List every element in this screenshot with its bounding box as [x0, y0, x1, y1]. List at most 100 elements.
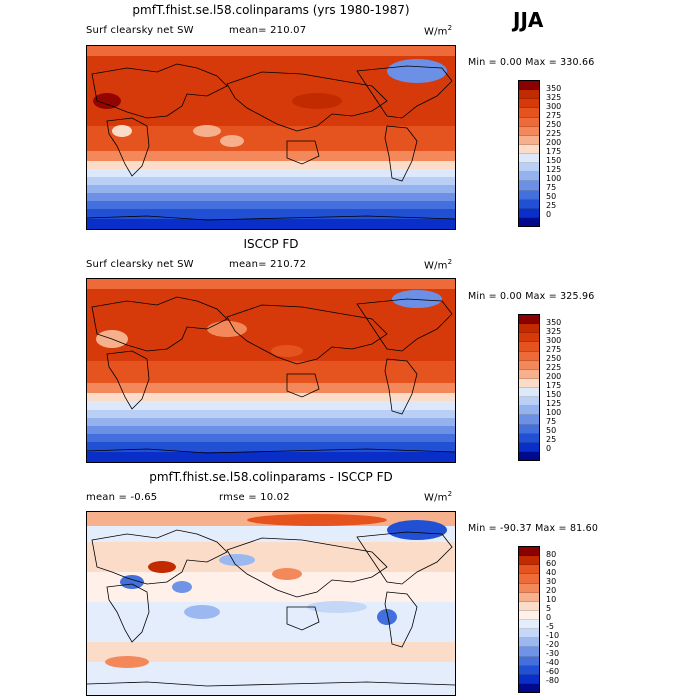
colorbar-swatch [519, 397, 539, 407]
colorbar-tick-label: 150 [546, 156, 562, 165]
colorbar-swatch [519, 415, 539, 425]
colorbar-tick-label: -30 [546, 649, 560, 658]
panel-2-map [86, 278, 456, 463]
colorbar-swatch [519, 583, 539, 593]
colorbar-tick-label: 175 [546, 381, 562, 390]
colorbar-tick-label: 0 [546, 210, 552, 219]
colorbar-tick-label: 250 [546, 354, 562, 363]
colorbar-swatch [519, 451, 539, 460]
panel-2-colorbar [518, 314, 540, 461]
colorbar-tick-label: 0 [546, 444, 552, 453]
panel-1-colorbar-labels: 350 325 300 275 250 225 200 175 150 125 … [546, 80, 586, 225]
colorbar-swatch [519, 369, 539, 379]
colorbar-tick-label: -5 [546, 622, 554, 631]
colorbar-tick-label: 0 [546, 613, 552, 622]
colorbar-swatch [519, 424, 539, 434]
colorbar-tick-label: 350 [546, 84, 562, 93]
panel-2-field-label: Surf clearsky net SW [86, 259, 194, 270]
colorbar-swatch [519, 601, 539, 611]
colorbar-swatch [519, 81, 539, 91]
panel-3-map-field [87, 512, 455, 695]
colorbar-swatch [519, 360, 539, 370]
colorbar-swatch [519, 656, 539, 666]
colorbar-swatch [519, 90, 539, 100]
colorbar-tick-label: 25 [546, 201, 557, 210]
colorbar-swatch [519, 683, 539, 692]
colorbar-swatch [519, 217, 539, 226]
colorbar-tick-label: 200 [546, 372, 562, 381]
panel-3-title: pmfT.fhist.se.l58.colinparams - ISCCP FD [149, 470, 393, 484]
panel-1-title: pmfT.fhist.se.l58.colinparams (yrs 1980-… [132, 3, 410, 17]
colorbar-swatch [519, 433, 539, 443]
colorbar-swatch [519, 406, 539, 416]
colorbar-swatch [519, 378, 539, 388]
colorbar-tick-label: 30 [546, 577, 557, 586]
colorbar-tick-label: 50 [546, 426, 557, 435]
colorbar-tick-label: -20 [546, 640, 560, 649]
panel-3-mean: mean = -0.65 [86, 492, 158, 503]
colorbar-tick-label: 10 [546, 595, 557, 604]
colorbar-swatch [519, 547, 539, 557]
panel-1-map [86, 45, 456, 230]
colorbar-swatch [519, 99, 539, 109]
colorbar-swatch [519, 342, 539, 352]
colorbar-tick-label: 125 [546, 165, 562, 174]
panel-1-minmax: Min = 0.00 Max = 330.66 [468, 57, 595, 68]
colorbar-swatch [519, 565, 539, 575]
panel-2-minmax: Min = 0.00 Max = 325.96 [468, 291, 595, 302]
colorbar-swatch [519, 208, 539, 218]
colorbar-swatch [519, 333, 539, 343]
panel-3-minmax: Min = -90.37 Max = 81.60 [468, 523, 599, 534]
colorbar-swatch [519, 144, 539, 154]
colorbar-swatch [519, 154, 539, 164]
colorbar-tick-label: 225 [546, 363, 562, 372]
season-label: JJA [513, 8, 544, 32]
panel-3-units: W/m2 [424, 490, 453, 504]
panel-2-colorbar-labels: 350 325 300 275 250 225 200 175 150 125 … [546, 314, 586, 459]
colorbar-tick-label: -40 [546, 658, 560, 667]
colorbar-swatch [519, 442, 539, 452]
colorbar-tick-label: 75 [546, 417, 557, 426]
colorbar-tick-label: 300 [546, 336, 562, 345]
colorbar-tick-label: 300 [546, 102, 562, 111]
panel-2-title: ISCCP FD [243, 237, 299, 251]
colorbar-swatch [519, 172, 539, 182]
colorbar-tick-label: -10 [546, 631, 560, 640]
colorbar-tick-label: 225 [546, 129, 562, 138]
colorbar-tick-label: 325 [546, 327, 562, 336]
colorbar-swatch [519, 117, 539, 127]
colorbar-swatch [519, 574, 539, 584]
panel-1-colorbar [518, 80, 540, 227]
colorbar-swatch [519, 181, 539, 191]
colorbar-tick-label: -80 [546, 676, 560, 685]
colorbar-swatch [519, 324, 539, 334]
colorbar-swatch [519, 592, 539, 602]
colorbar-tick-label: 100 [546, 408, 562, 417]
panel-2-map-field [87, 279, 455, 462]
colorbar-swatch [519, 629, 539, 639]
colorbar-swatch [519, 620, 539, 630]
colorbar-tick-label: 100 [546, 174, 562, 183]
panel-1-mean: mean= 210.07 [229, 25, 307, 36]
panel-3-colorbar-labels: 80 60 40 30 20 10 5 0 -5 -10 -20 -30 -40… [546, 546, 586, 691]
colorbar-swatch [519, 135, 539, 145]
colorbar-swatch [519, 638, 539, 648]
colorbar-tick-label: 40 [546, 568, 557, 577]
colorbar-swatch [519, 315, 539, 325]
colorbar-swatch [519, 351, 539, 361]
panel-1-map-field [87, 46, 455, 229]
colorbar-swatch [519, 108, 539, 118]
colorbar-swatch [519, 163, 539, 173]
panel-3-map [86, 511, 456, 696]
colorbar-tick-label: 5 [546, 604, 552, 613]
colorbar-tick-label: 175 [546, 147, 562, 156]
colorbar-tick-label: 80 [546, 550, 557, 559]
colorbar-tick-label: 275 [546, 111, 562, 120]
panel-2-units: W/m2 [424, 258, 453, 272]
colorbar-tick-label: -60 [546, 667, 560, 676]
colorbar-tick-label: 250 [546, 120, 562, 129]
colorbar-swatch [519, 126, 539, 136]
colorbar-tick-label: 50 [546, 192, 557, 201]
colorbar-swatch [519, 674, 539, 684]
colorbar-tick-label: 200 [546, 138, 562, 147]
